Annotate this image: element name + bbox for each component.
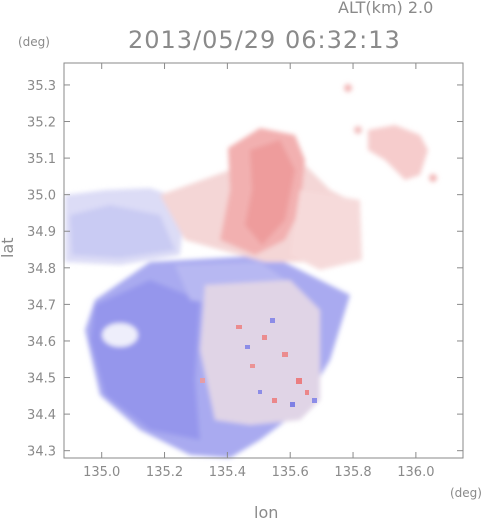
y-tick-label: 35.2 xyxy=(27,116,56,131)
x-axis-ticks xyxy=(101,63,417,458)
red-echo-dot xyxy=(354,126,362,134)
y-tick-label: 34.7 xyxy=(27,298,56,313)
y-tick-label: 35.3 xyxy=(27,79,56,94)
x-tick-label: 136.0 xyxy=(397,465,434,480)
y-unit-label: (deg) xyxy=(18,35,50,49)
x-tick-label: 135.4 xyxy=(209,465,246,480)
y-tick-labels: 35.3 35.2 35.1 35.0 34.9 34.8 34.7 34.6 34.5 34.4… xyxy=(27,79,56,460)
red-echo-dot xyxy=(429,174,437,182)
x-unit-label: (deg) xyxy=(450,486,482,500)
red-speck xyxy=(250,364,255,368)
timestamp-title: 2013/05/29 06:32:13 xyxy=(128,26,401,54)
mixed-echo-region xyxy=(200,280,320,425)
blue-speck xyxy=(270,318,275,323)
blue-speck xyxy=(258,390,262,394)
red-east-band xyxy=(290,190,362,270)
x-tick-label: 135.2 xyxy=(146,465,183,480)
red-speck xyxy=(262,335,267,340)
velocity-field xyxy=(65,84,437,458)
x-tick-label: 135.8 xyxy=(334,465,371,480)
blue-west-band-inner xyxy=(70,205,175,258)
y-axis-ticks xyxy=(64,84,463,452)
blue-speck xyxy=(312,398,317,403)
altitude-label: ALT(km) 2.0 xyxy=(338,0,434,17)
y-tick-label: 34.6 xyxy=(27,335,56,350)
x-tick-label: 135.6 xyxy=(272,465,309,480)
blue-south-core xyxy=(90,280,200,440)
y-tick-label: 34.3 xyxy=(27,445,56,460)
y-tick-label: 35.1 xyxy=(27,152,56,167)
y-tick-label: 34.9 xyxy=(27,225,56,240)
red-speck xyxy=(305,390,309,395)
y-tick-label: 35.0 xyxy=(27,189,56,204)
red-speck xyxy=(296,378,302,384)
neutral-patch xyxy=(102,323,138,347)
blue-speck xyxy=(245,345,250,349)
blue-speck xyxy=(290,402,295,407)
y-tick-label: 34.5 xyxy=(27,372,56,387)
y-tick-label: 34.8 xyxy=(27,262,56,277)
x-tick-labels: 135.0 135.2 135.4 135.6 135.8 136.0 xyxy=(83,465,434,480)
red-echo-dot xyxy=(344,84,352,92)
red-speck xyxy=(236,325,242,329)
red-speck xyxy=(282,352,288,357)
x-tick-label: 135.0 xyxy=(83,465,120,480)
speckle-marks xyxy=(200,318,317,407)
x-axis-label: lon xyxy=(254,503,279,522)
red-northeast-echo xyxy=(368,125,428,180)
red-speck xyxy=(200,378,205,383)
red-north-inner xyxy=(245,140,295,245)
y-tick-label: 34.4 xyxy=(27,408,56,423)
plot-frame xyxy=(63,62,464,459)
red-speck xyxy=(272,398,277,403)
